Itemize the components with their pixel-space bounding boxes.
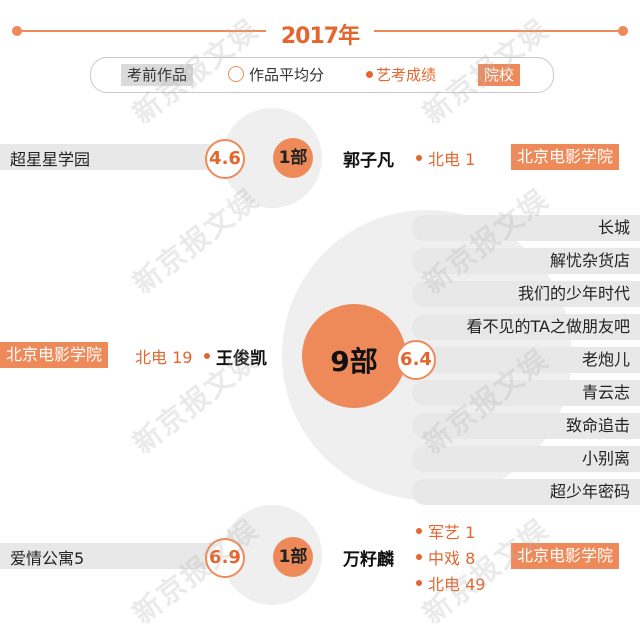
- person1-score: 4.6: [205, 139, 245, 179]
- person2-work-1: 长城: [412, 215, 640, 241]
- person2-work-3: 我们的少年时代: [412, 281, 640, 307]
- person1-work: 超星星学园: [10, 150, 91, 169]
- legend: 考前作品 作品平均分 艺考成绩 院校: [90, 57, 554, 93]
- person3-school: 北京电影学院: [511, 543, 620, 569]
- year-title: 2017年: [280, 24, 360, 49]
- header-left-dot: [12, 26, 22, 36]
- person2-work-6: 青云志: [412, 380, 640, 406]
- person3-rank-2: 中戏 8: [428, 549, 476, 568]
- watermark-3: 新京报文娱: [126, 182, 266, 301]
- person1-rank: 北电 1: [428, 150, 476, 169]
- person2-work-4: 看不见的TA之做朋友吧: [412, 314, 640, 340]
- legend-score-circle-icon: [228, 66, 244, 82]
- person3-rank3-dot-icon: [416, 580, 422, 586]
- person2-work-2: 解忧杂货店: [412, 248, 640, 274]
- person3-score: 6.9: [205, 538, 245, 578]
- header-right-line: [374, 30, 622, 32]
- person2-score: 6.4: [396, 340, 436, 380]
- legend-works-before-exam: 考前作品: [121, 64, 194, 86]
- person3-rank1-dot-icon: [416, 528, 422, 534]
- person2-work-8: 小别离: [412, 446, 640, 472]
- header-left-line: [18, 30, 266, 32]
- person3-rank-1: 军艺 1: [428, 523, 476, 542]
- legend-exam-rank: 艺考成绩: [376, 66, 437, 84]
- person2-work-9: 超少年密码: [412, 479, 640, 505]
- person2-school: 北京电影学院: [0, 342, 109, 368]
- person3-work: 爱情公寓5: [10, 549, 85, 568]
- legend-school: 院校: [478, 64, 521, 86]
- person1-count: 1部: [273, 138, 313, 178]
- person1-rank-dot-icon: [416, 155, 422, 161]
- person2-rank: 北电 19: [135, 348, 193, 367]
- person2-rank-dot-icon: [204, 353, 210, 359]
- person3-count: 1部: [273, 537, 313, 577]
- person1-name: 郭子凡: [343, 151, 394, 171]
- person3-work-bar: [0, 543, 240, 569]
- person1-work-bar: [0, 144, 240, 170]
- person3-rank-3: 北电 49: [428, 575, 486, 594]
- person3-rank2-dot-icon: [416, 554, 422, 560]
- person2-name: 王俊凯: [216, 349, 267, 369]
- person1-school: 北京电影学院: [511, 144, 620, 170]
- legend-rank-dot-icon: [366, 71, 373, 78]
- person2-work-7: 致命追击: [412, 413, 640, 439]
- header-right-dot: [618, 26, 628, 36]
- person2-work-5: 老炮儿: [412, 347, 640, 373]
- person2-count: 9部: [330, 345, 378, 378]
- legend-avg-score: 作品平均分: [249, 66, 325, 84]
- person3-name: 万籽麟: [343, 550, 394, 570]
- person2-count-circle: [302, 304, 406, 408]
